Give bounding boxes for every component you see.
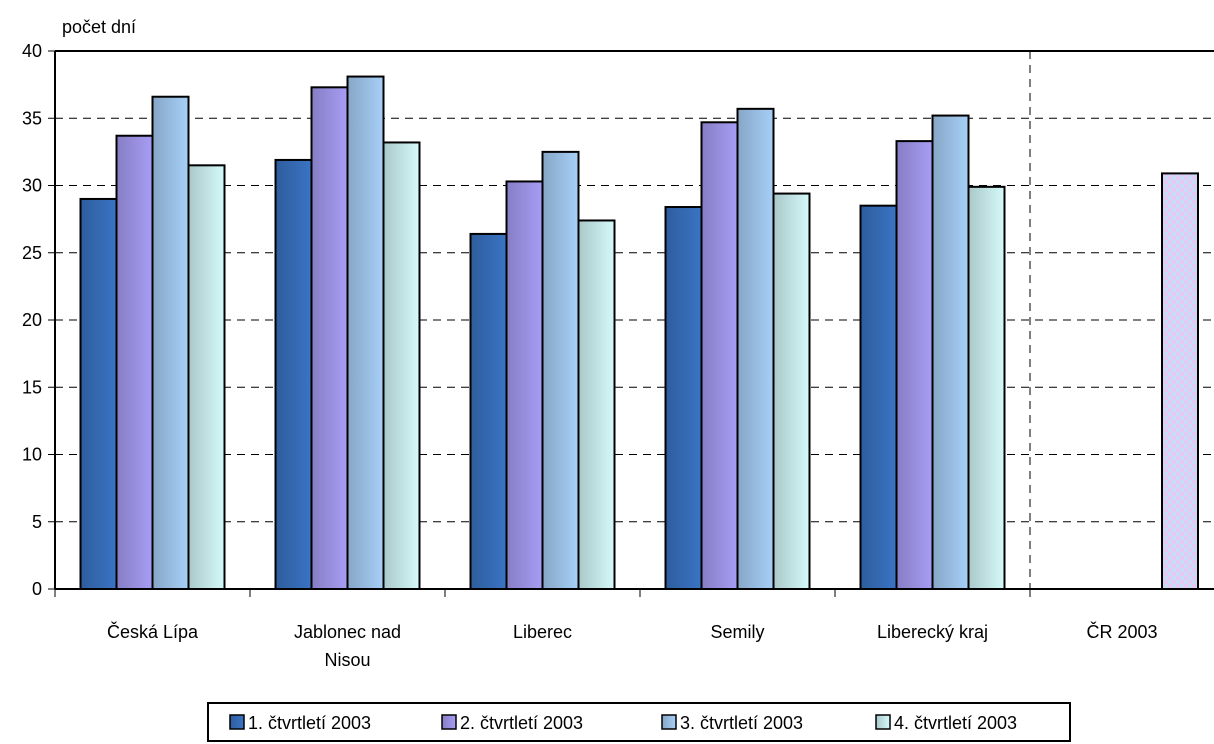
y-tick-label: 35 [22, 108, 42, 128]
legend-swatch [875, 714, 891, 730]
bar [382, 141, 421, 591]
category-label: Liberecký kraj [877, 622, 988, 642]
bar [79, 197, 118, 590]
bars [79, 75, 1199, 591]
legend-label: 2. čtvrtletí 2003 [460, 713, 583, 733]
bar [859, 204, 898, 591]
y-tick-label: 10 [22, 445, 42, 465]
legend-swatch [661, 714, 677, 730]
bar [310, 86, 349, 590]
grid-lines [55, 51, 1214, 589]
bar [505, 180, 544, 590]
bar [346, 75, 385, 591]
bar [931, 114, 970, 590]
y-tick-label: 5 [32, 512, 42, 532]
bar [541, 150, 580, 590]
category-label: Semily [710, 622, 764, 642]
legend-label: 3. čtvrtletí 2003 [680, 713, 803, 733]
bar [577, 219, 616, 590]
legend-swatch [229, 714, 245, 730]
category-label: Jablonec nad Nisou [294, 622, 401, 670]
bar [772, 192, 811, 590]
legend-box [207, 702, 1071, 742]
y-tick-label: 40 [22, 41, 42, 61]
y-axis-label: počet dní [62, 17, 136, 37]
legend-swatch [441, 714, 457, 730]
legend-label: 4. čtvrtletí 2003 [894, 713, 1017, 733]
axes [54, 50, 1214, 597]
bar [664, 206, 703, 591]
y-tick-label: 15 [22, 377, 42, 397]
bar [700, 121, 739, 590]
y-tick-label: 0 [32, 579, 42, 599]
y-tick-label: 25 [22, 243, 42, 263]
category-labels: Česká Lípa Jablonec nad Nisou Liberec Semily… [107, 621, 1158, 670]
legend: 1. čtvrtletí 2003 2. čtvrtletí 2003 3. čtv… [207, 702, 1071, 742]
bar [115, 134, 154, 591]
bar [187, 164, 226, 590]
reference-bar [1161, 172, 1199, 591]
bar [736, 107, 775, 591]
bar [895, 140, 934, 591]
legend-label: 1. čtvrtletí 2003 [248, 713, 371, 733]
bar [274, 158, 313, 590]
y-axis-ticks: 0 5 10 15 20 25 30 35 40 [22, 41, 55, 599]
category-label: Česká Lípa [107, 621, 199, 642]
y-tick-label: 30 [22, 176, 42, 196]
bar [469, 232, 508, 590]
category-label: Liberec [513, 622, 572, 642]
reference-label: ČR 2003 [1086, 621, 1157, 642]
bar [967, 185, 1006, 590]
bar [151, 95, 190, 590]
y-tick-label: 20 [22, 310, 42, 330]
